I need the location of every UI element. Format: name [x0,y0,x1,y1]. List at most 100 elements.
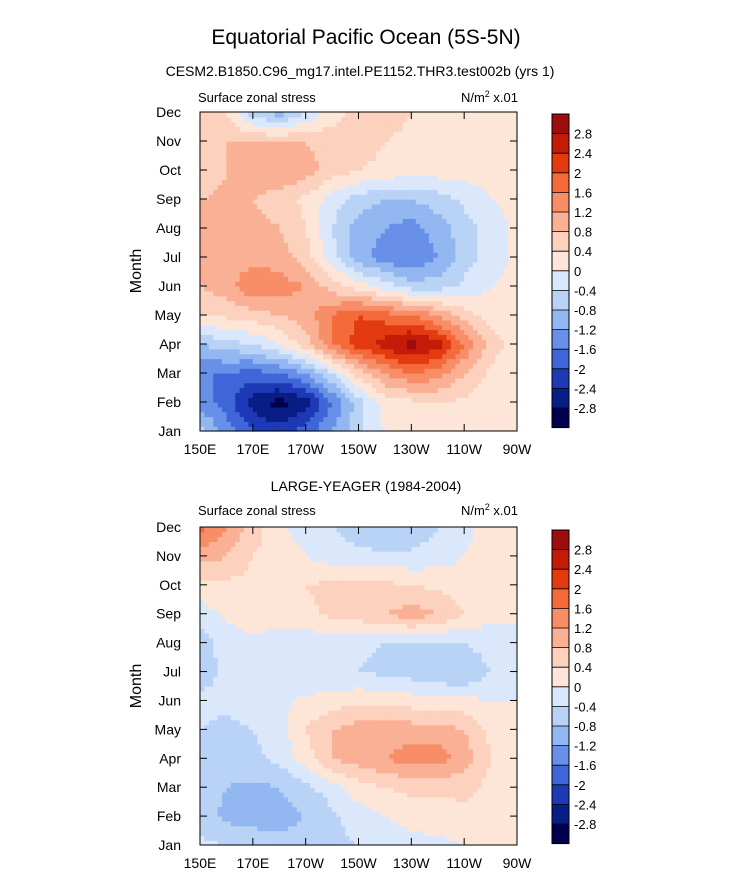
heatmap-cell [257,358,263,364]
heatmap-cell [494,368,500,374]
heatmap-cell [318,194,324,200]
heatmap-cell [204,203,210,210]
heatmap-cell [450,363,456,369]
heatmap-cell [494,257,500,263]
heatmap-cell [393,377,399,384]
heatmap-cell [508,281,514,287]
heatmap-cell [213,223,219,229]
heatmap-cell [459,339,465,345]
heatmap-cell [230,368,236,374]
heatmap-cell [305,324,311,331]
heatmap-cell [411,406,417,413]
heatmap-cell [472,199,478,205]
heatmap-cell [450,121,456,128]
heatmap-cell [486,257,492,263]
heatmap-cell [411,213,417,219]
heatmap-cell [358,203,364,210]
heatmap-cell [437,319,443,326]
heatmap-cell [296,261,302,268]
heatmap-cell [345,160,351,166]
heatmap-cell [380,150,386,157]
heatmap-cell [208,416,214,422]
heatmap-cell [208,199,214,205]
heatmap-cell [459,141,465,147]
heatmap-cell [244,329,250,335]
heatmap-cell [437,368,443,374]
heatmap-cell [481,145,487,152]
heatmap-cell [455,411,461,418]
heatmap-cell [222,223,228,229]
heatmap-cell [239,363,245,369]
heatmap-cell [512,835,518,841]
heatmap-cell [415,112,421,118]
heatmap-cell [336,112,342,118]
heatmap-cell [371,339,377,345]
heatmap-cell [362,170,368,176]
heatmap-cell [340,377,346,384]
heatmap-cell [239,232,245,239]
heatmap-cell [213,329,219,335]
heatmap-cell [459,290,465,297]
heatmap-cell [217,421,223,427]
heatmap-cell [428,232,434,239]
heatmap-cell [446,199,452,205]
heatmap-cell [345,257,351,263]
heatmap-cell [486,203,492,210]
heatmap-cell [437,382,443,389]
heatmap-cell [384,145,390,152]
heatmap-cell [437,213,443,219]
heatmap-cell [226,319,232,326]
heatmap-cell [340,363,346,369]
heatmap-cell [230,840,236,846]
heatmap-cell [402,281,408,287]
heatmap-cell [503,358,509,364]
heatmap-cell [204,179,210,186]
heatmap-cell [446,377,452,384]
heatmap-cell [494,116,500,123]
heatmap-cell [402,242,408,248]
heatmap-cell [442,242,448,248]
heatmap-cell [217,344,223,350]
heatmap-cell [292,121,298,128]
heatmap-cell [503,189,509,195]
heatmap-cell [274,290,280,297]
heatmap-cell [252,310,258,316]
heatmap-cell [389,116,395,123]
heatmap-cell [266,334,272,340]
heatmap-cell [468,261,474,268]
heatmap-cell [274,382,280,389]
heatmap-cell [459,150,465,157]
heatmap-cell [349,358,355,364]
heatmap-cell [226,261,232,268]
heatmap-cell [437,218,443,224]
heatmap-cell [490,150,496,157]
heatmap-cell [305,319,311,326]
heatmap-cell [283,373,289,379]
heatmap-cell [362,426,368,432]
heatmap-cell [239,136,245,142]
heatmap-cell [323,402,329,408]
heatmap-cell [384,368,390,374]
heatmap-cell [204,170,210,176]
heatmap-cell [314,840,320,846]
heatmap-cell [450,179,456,186]
heatmap-cell [384,261,390,268]
heatmap-cell [354,392,360,398]
heatmap-cell [486,126,492,132]
heatmap-cell [239,830,245,836]
heatmap-cell [226,179,232,186]
heatmap-cell [398,252,404,258]
heatmap-cell [217,160,223,166]
heatmap-cell [402,218,408,224]
heatmap-cell [257,223,263,229]
heatmap-cell [389,194,395,200]
heatmap-cell [230,126,236,132]
heatmap-cell [244,387,250,393]
heatmap-cell [354,228,360,234]
heatmap-cell [292,377,298,384]
heatmap-cell [257,426,263,432]
heatmap-cell [226,112,232,118]
heatmap-cell [472,392,478,398]
heatmap-cell [305,387,311,393]
heatmap-cell [490,421,496,427]
